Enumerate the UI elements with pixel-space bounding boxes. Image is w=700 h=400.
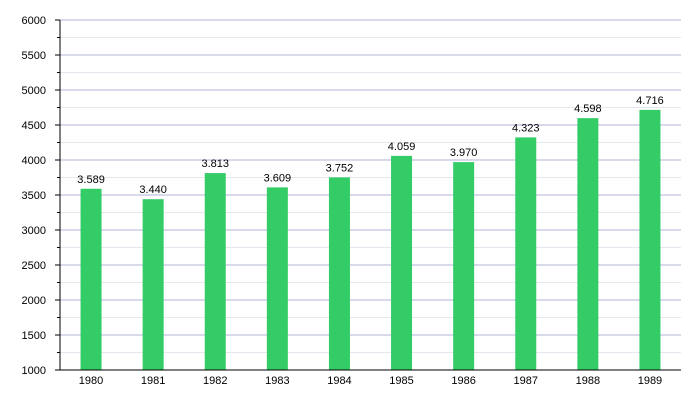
x-tick-label: 1987 xyxy=(514,375,538,387)
bar-1984 xyxy=(328,177,350,370)
x-tick-label: 1986 xyxy=(451,375,475,387)
x-axis-ticks: 1980 1981 1982 1983 1984 1985 1986 1987 1988 1989 xyxy=(79,375,662,387)
data-label-1986: 3.970 xyxy=(450,147,478,159)
bar-1988 xyxy=(577,118,599,370)
y-tick-label: 5000 xyxy=(22,85,46,97)
bar-1985 xyxy=(391,155,413,370)
y-tick-label: 3000 xyxy=(22,225,46,237)
data-label-1985: 4.059 xyxy=(388,141,416,153)
x-tick-label: 1981 xyxy=(141,375,165,387)
bar-1986 xyxy=(453,162,475,370)
data-label-1984: 3.752 xyxy=(326,162,354,174)
y-tick-label: 4000 xyxy=(22,155,46,167)
y-tick-label: 3500 xyxy=(22,190,46,202)
bar-1980 xyxy=(80,188,102,370)
data-label-1980: 3.589 xyxy=(77,174,105,186)
x-tick-label: 1985 xyxy=(389,375,413,387)
y-tick-label: 1500 xyxy=(22,330,46,342)
data-label-1989: 4.716 xyxy=(636,95,664,107)
x-tick-label: 1982 xyxy=(203,375,227,387)
x-tick-label: 1989 xyxy=(638,375,662,387)
data-label-1982: 3.813 xyxy=(201,158,229,170)
x-tick-label: 1988 xyxy=(576,375,600,387)
data-label-1988: 4.598 xyxy=(574,103,602,115)
data-labels: 3.589 3.440 3.813 3.609 3.752 4.059 3.970 4.323… xyxy=(77,95,663,196)
y-tick-label: 2000 xyxy=(22,295,46,307)
x-tick-label: 1983 xyxy=(265,375,289,387)
data-label-1983: 3.609 xyxy=(264,172,292,184)
y-tick-label: 1000 xyxy=(22,365,46,377)
bars xyxy=(80,109,661,370)
bar-1982 xyxy=(204,173,226,370)
y-tick-label: 4500 xyxy=(22,120,46,132)
data-label-1987: 4.323 xyxy=(512,122,540,134)
x-tick-label: 1984 xyxy=(327,375,351,387)
axes xyxy=(55,19,681,371)
y-tick-label: 6000 xyxy=(22,15,46,27)
bar-1987 xyxy=(515,137,537,370)
x-tick-label: 1980 xyxy=(79,375,103,387)
y-axis-ticks: 1000 1500 2000 2500 3000 3500 4000 4500 5000 5500… xyxy=(22,15,46,377)
bar-1989 xyxy=(639,109,661,370)
y-tick-label: 2500 xyxy=(22,260,46,272)
bar-1981 xyxy=(142,199,164,370)
y-tick-label: 5500 xyxy=(22,50,46,62)
data-label-1981: 3.440 xyxy=(139,184,167,196)
bar-1983 xyxy=(266,187,288,370)
